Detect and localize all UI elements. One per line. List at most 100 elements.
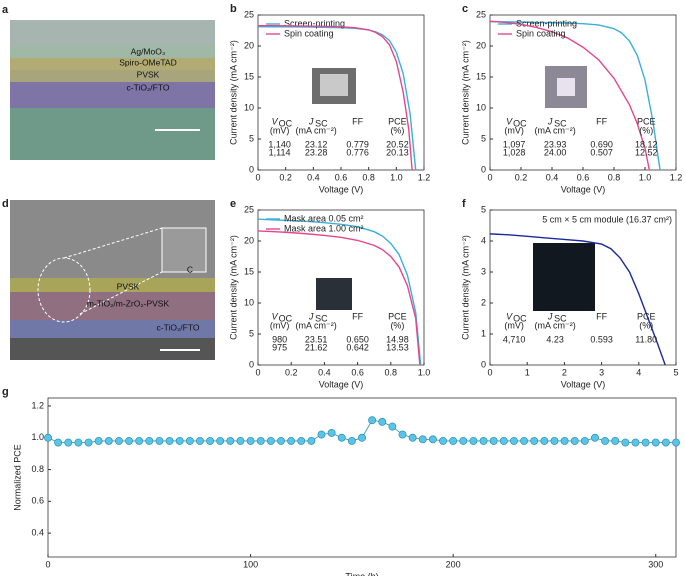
data-point: [236, 436, 245, 445]
legend-label: Mask area 0.05 cm²: [284, 213, 364, 223]
x-tick-label: 1.0: [390, 172, 403, 182]
table-header-sub: SC: [554, 118, 567, 128]
jv-curve: [257, 218, 422, 366]
legend-label: Mask area 1.00 cm²: [284, 223, 364, 233]
table-header: FF: [352, 116, 363, 126]
table-cell: 975: [272, 342, 287, 352]
data-point: [520, 436, 529, 445]
layer-label: Spiro-OMeTAD: [119, 57, 176, 67]
data-point: [358, 433, 366, 442]
table-cell: 1,028: [503, 147, 526, 157]
layer-label: C: [187, 264, 193, 274]
table-cell: 1,114: [269, 147, 291, 157]
data-point: [540, 436, 549, 445]
table-cell: 23.28: [305, 147, 328, 157]
x-tick-label: 300: [648, 559, 663, 569]
x-tick-label: 0.6: [335, 172, 348, 182]
table-header: FF: [596, 311, 607, 321]
table-header-sub: OC: [513, 118, 527, 128]
table-header: V: [272, 311, 279, 321]
table-header: V: [272, 116, 279, 126]
x-tick-label: 0.2: [285, 367, 298, 377]
x-axis-label: Time (h): [345, 571, 378, 576]
panel-letter: f: [462, 198, 466, 210]
table-header: J: [308, 311, 314, 321]
x-axis-label: Voltage (V): [319, 379, 364, 389]
panel-letter: e: [230, 198, 236, 210]
table-cell: 23.93: [544, 139, 567, 149]
table-cell: 0.779: [346, 139, 369, 149]
data-point: [641, 438, 650, 447]
x-tick-label: 1.2: [670, 172, 683, 182]
y-tick-label: 4: [481, 235, 486, 245]
data-point: [509, 436, 518, 445]
data-point: [216, 436, 225, 445]
data-point: [489, 436, 498, 445]
jv-curve: [257, 230, 421, 366]
x-tick-label: 1: [525, 367, 530, 377]
table-unit: (mA cm⁻²): [534, 320, 575, 330]
layer-label: PVSK: [137, 69, 160, 79]
table-unit: (mA cm⁻²): [295, 125, 336, 135]
x-tick-label: 0: [487, 172, 492, 182]
x-axis-label: Voltage (V): [561, 184, 606, 194]
table-cell: 0.690: [590, 139, 613, 149]
table-unit: (%): [639, 320, 653, 330]
y-tick-label: 15: [476, 71, 486, 81]
data-point: [418, 435, 427, 444]
x-tick-label: 2: [562, 367, 567, 377]
data-point: [580, 436, 589, 445]
x-tick-label: 4: [636, 367, 641, 377]
data-point: [206, 436, 215, 445]
data-point: [408, 433, 417, 442]
data-point: [388, 422, 397, 431]
data-point: [327, 429, 336, 437]
y-tick-label: 1.2: [31, 400, 44, 410]
data-point: [439, 436, 447, 445]
x-tick-label: 100: [243, 559, 258, 569]
data-point: [155, 436, 164, 445]
table-unit: (mV): [270, 125, 290, 135]
y-tick-label: 5: [249, 328, 254, 338]
legend-label: Screen-printing: [284, 18, 345, 28]
jv-curve: [257, 24, 413, 171]
data-point: [256, 436, 265, 445]
data-point: [479, 436, 488, 445]
y-tick-label: 5: [481, 133, 486, 143]
sem-image-d: [10, 200, 215, 360]
table-cell: 0.776: [346, 147, 369, 157]
y-tick-label: 0: [481, 164, 486, 174]
table-cell: 11.80: [635, 334, 657, 344]
layer-label: c-TiO₂/FTO: [157, 322, 200, 332]
y-tick-label: 1: [481, 328, 486, 338]
layer-label: m-TiO₂/m-ZrO₂-PVSK: [87, 298, 170, 308]
y-tick-label: 10: [244, 102, 254, 112]
data-point: [560, 436, 569, 445]
data-point: [94, 436, 103, 445]
panel-letter: c: [462, 3, 468, 15]
y-tick-label: 2: [481, 297, 486, 307]
y-tick-label: 5: [481, 204, 486, 214]
table-header: PCE: [388, 116, 407, 126]
data-point: [601, 436, 610, 445]
y-tick-label: 10: [476, 102, 486, 112]
x-tick-label: 0: [255, 172, 260, 182]
data-point: [449, 436, 458, 445]
data-point: [459, 436, 468, 445]
y-tick-label: 1.0: [31, 432, 44, 442]
data-point: [611, 436, 620, 445]
data-point: [145, 436, 154, 445]
table-header: FF: [352, 311, 363, 321]
table-cell: 23.51: [305, 334, 328, 344]
y-axis-label: Current density (mA cm⁻²): [228, 235, 238, 340]
data-point: [44, 433, 52, 442]
jv-curve: [489, 20, 661, 171]
y-axis-label: Current density (mA cm⁻²): [460, 235, 470, 340]
table-cell: 4,710: [503, 334, 526, 344]
table-header: V: [506, 116, 513, 126]
data-point: [530, 436, 539, 445]
photo-inset: [320, 74, 348, 96]
y-tick-label: 15: [244, 266, 254, 276]
data-point: [398, 430, 407, 439]
